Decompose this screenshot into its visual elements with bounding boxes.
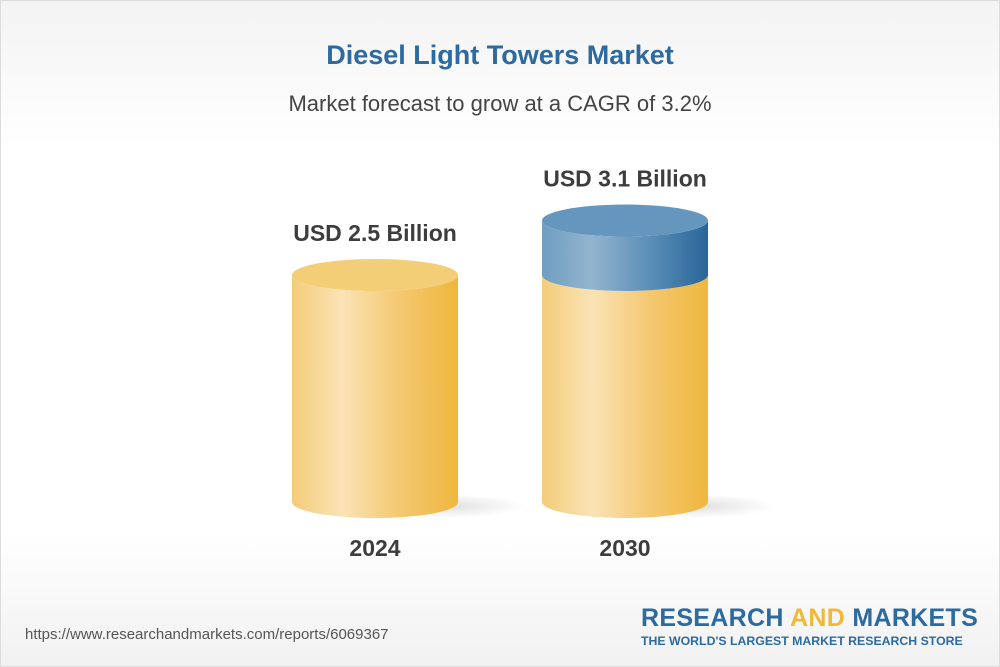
research-and-markets-logo: RESEARCH AND MARKETS THE WORLD'S LARGEST… — [641, 604, 979, 648]
report-url[interactable]: https://www.researchandmarkets.com/repor… — [25, 626, 389, 643]
category-label: 2024 — [349, 535, 400, 561]
logo-text-and: AND — [790, 604, 846, 632]
chart-subtitle: Market forecast to grow at a CAGR of 3.2… — [288, 91, 712, 116]
cylinder-bar-top — [292, 259, 458, 291]
cylinder-bar — [292, 275, 458, 518]
logo-tagline: THE WORLD'S LARGEST MARKET RESEARCH STOR… — [641, 634, 963, 648]
cylinder-base-segment — [542, 275, 708, 518]
logo-text-research: RESEARCH — [641, 604, 791, 632]
chart-title: Diesel Light Towers Market — [326, 40, 674, 70]
data-label: USD 2.5 Billion — [293, 220, 457, 246]
cylinder-growth-segment-top — [542, 204, 708, 237]
category-label: 2030 — [599, 535, 650, 561]
cylinder-growth-segment — [542, 220, 708, 291]
logo-text-markets: MARKETS — [845, 604, 979, 632]
data-label: USD 3.1 Billion — [543, 166, 707, 192]
